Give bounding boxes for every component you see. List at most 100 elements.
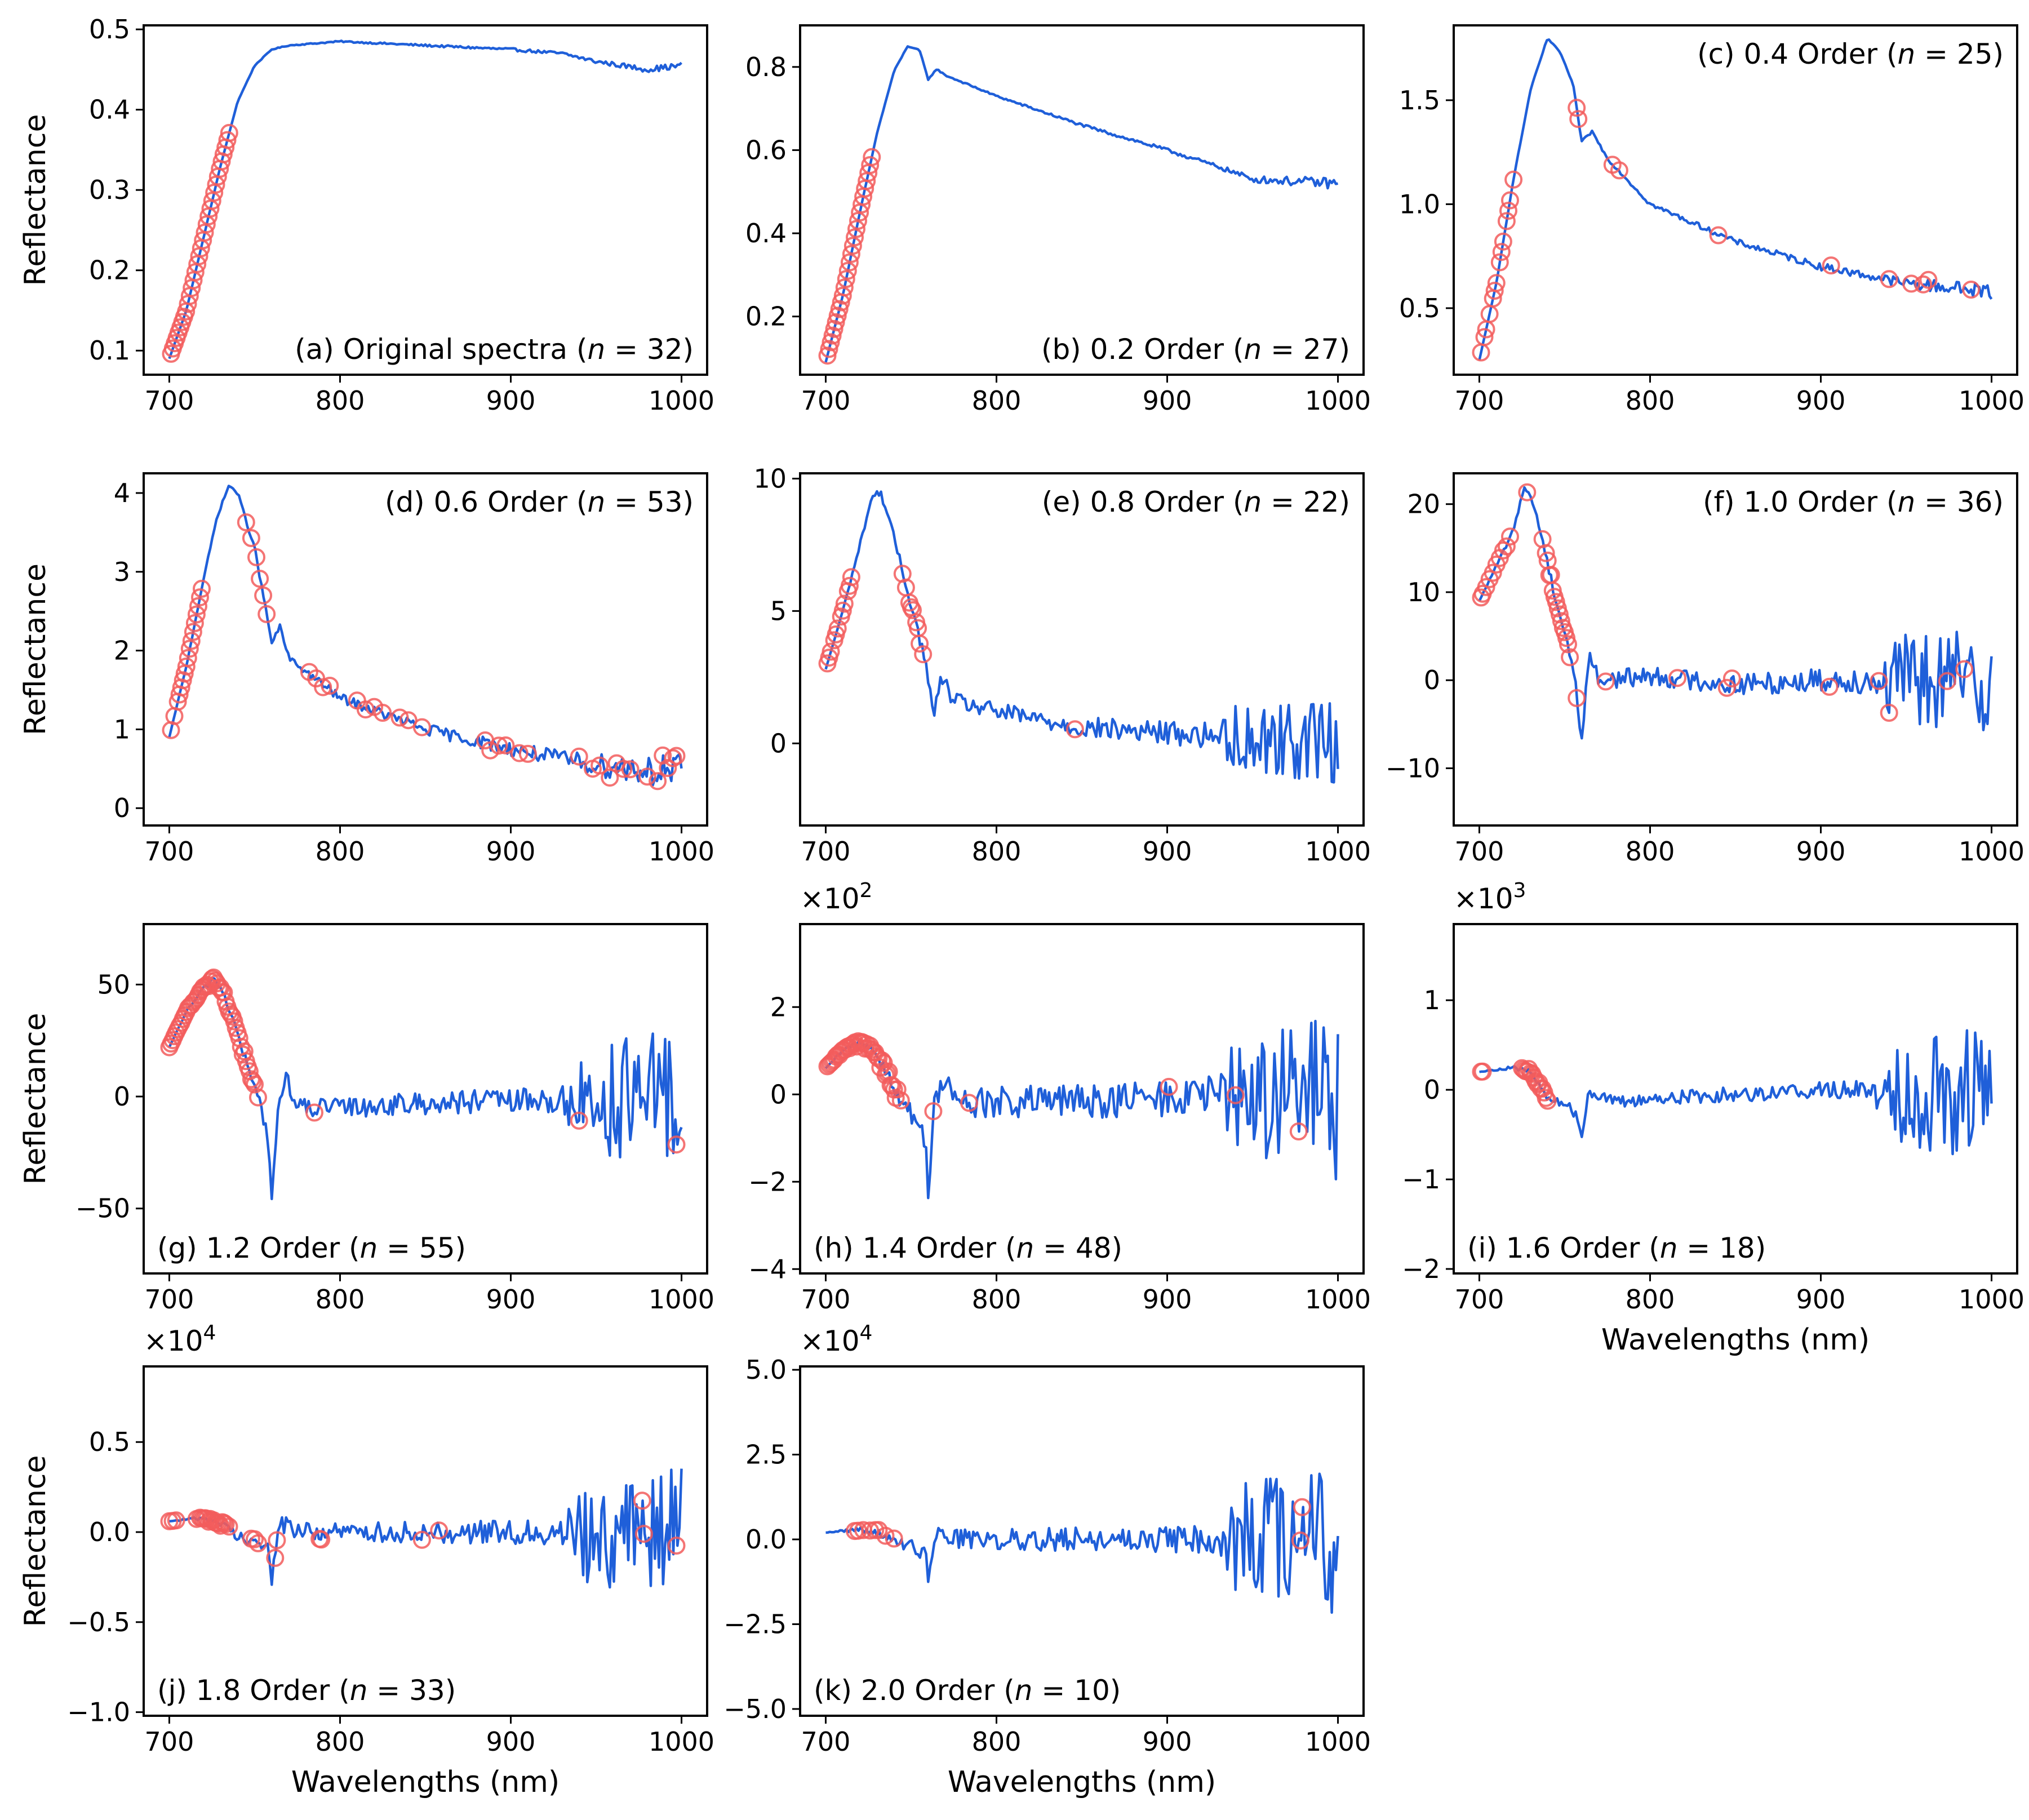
- x-tick-label: 800: [1626, 836, 1675, 867]
- selected-marker: [1870, 672, 1888, 690]
- selected-marker: [1962, 281, 1981, 299]
- x-tick-label: 900: [486, 1726, 536, 1757]
- selected-marker: [667, 747, 686, 765]
- selected-marker: [842, 245, 860, 263]
- selected-marker: [1497, 212, 1516, 230]
- selected-marker: [570, 747, 588, 766]
- selected-marker: [312, 1530, 331, 1549]
- selected-marker: [638, 767, 656, 786]
- selected-marker: [1561, 648, 1579, 667]
- panel-label: (j) 1.8 Order (n = 33): [157, 1674, 456, 1707]
- selected-marker: [237, 513, 255, 531]
- x-tick-label: 1000: [1305, 385, 1371, 416]
- y-tick-label: 0.8: [745, 52, 787, 82]
- y-multiplier: ×104: [144, 1321, 216, 1357]
- selected-marker: [225, 1012, 243, 1031]
- selected-marker: [1559, 635, 1577, 654]
- panel-i: 700 800 900 1000 −2 −1 0 1 ×103 (i) 1.6 Order (n …: [1402, 879, 2024, 1357]
- selected-marker: [356, 700, 375, 719]
- selected-marker: [1484, 563, 1502, 582]
- selected-marker: [1880, 270, 1898, 288]
- x-tick-label: 800: [316, 836, 365, 867]
- selected-marker: [827, 625, 845, 643]
- y-tick-label: 0.3: [89, 175, 130, 205]
- series-line: [825, 1472, 1339, 1614]
- selected-marker: [1475, 328, 1494, 347]
- selected-marker: [1160, 1077, 1178, 1096]
- selected-marker: [820, 340, 838, 358]
- y-tick-label: 5.0: [745, 1355, 787, 1385]
- selected-marker: [818, 347, 837, 365]
- y-tick-label: −2: [748, 1166, 787, 1197]
- x-tick-label: 1000: [1305, 1284, 1371, 1315]
- y-tick-label: 0: [114, 1081, 130, 1112]
- panel-label: (a) Original spectra (n = 32): [295, 333, 694, 366]
- x-axis-label: Wavelengths (nm): [1601, 1323, 1870, 1357]
- selected-marker: [1477, 320, 1495, 339]
- selected-marker: [220, 123, 238, 142]
- selected-marker: [1550, 605, 1569, 624]
- x-tick-label: 700: [1455, 836, 1504, 867]
- x-tick-label: 800: [972, 385, 1022, 416]
- x-axis-label: Wavelengths (nm): [291, 1765, 560, 1799]
- selected-marker: [822, 333, 840, 352]
- selected-marker: [243, 1072, 262, 1091]
- selected-marker: [601, 769, 619, 787]
- selected-marker: [216, 1515, 235, 1533]
- x-tick-label: 700: [1455, 1284, 1504, 1315]
- panel-h: 700 800 900 1000 −4 −2 0 2 ×102 (h) 1.4 Order (n …: [748, 879, 1371, 1315]
- selected-marker: [614, 760, 633, 778]
- axes-frame: [799, 1365, 1365, 1717]
- selected-marker: [1717, 678, 1736, 697]
- y-tick-label: 0.2: [89, 255, 130, 286]
- selected-marker: [1538, 1091, 1557, 1110]
- selected-marker: [1902, 274, 1921, 293]
- panel-c: 700 800 900 1000 0.5 1.0 1.5 (c) 0.4 Order (n =…: [1399, 24, 2024, 416]
- selected-marker: [633, 1491, 651, 1510]
- axes-frame: [1453, 24, 2018, 376]
- selected-marker: [830, 300, 849, 318]
- axes-frame: [1453, 923, 2018, 1275]
- y-tick-label: 2: [770, 992, 787, 1022]
- y-tick-label: 0.5: [1399, 293, 1440, 323]
- selected-marker: [846, 228, 864, 247]
- y-tick-label: 0.4: [745, 218, 787, 248]
- x-tick-label: 800: [316, 1284, 365, 1315]
- selected-marker: [1722, 669, 1741, 688]
- selected-marker: [1501, 527, 1519, 546]
- x-tick-label: 900: [486, 385, 536, 416]
- selected-marker: [667, 1135, 686, 1154]
- selected-marker: [246, 1530, 264, 1548]
- y-tick-label: 1.5: [1399, 85, 1440, 116]
- y-tick-label: 20: [1407, 489, 1440, 520]
- x-tick-label: 800: [972, 1726, 1022, 1757]
- series-line: [169, 1468, 683, 1589]
- x-tick-label: 1000: [1959, 1284, 2024, 1315]
- selected-marker: [182, 632, 201, 650]
- x-tick-label: 800: [1626, 1284, 1675, 1315]
- selected-marker: [902, 598, 920, 616]
- selected-marker: [833, 601, 852, 620]
- selected-marker: [840, 576, 859, 595]
- selected-marker: [828, 307, 847, 325]
- y-tick-label: 2.5: [745, 1440, 787, 1470]
- y-multiplier: ×102: [800, 879, 872, 915]
- selected-marker: [1473, 1062, 1492, 1081]
- selected-marker: [185, 614, 204, 632]
- y-tick-label: 10: [753, 463, 787, 494]
- panel-label: (g) 1.2 Order (n = 55): [157, 1232, 466, 1264]
- x-tick-label: 700: [801, 836, 851, 867]
- selected-marker: [251, 570, 269, 588]
- selected-marker: [1596, 672, 1615, 691]
- y-tick-label: −50: [76, 1193, 130, 1224]
- selected-marker: [246, 1075, 264, 1094]
- selected-marker: [1289, 1122, 1308, 1140]
- panel-label: (b) 0.2 Order (n = 27): [1041, 333, 1350, 366]
- y-tick-label: 2: [114, 636, 130, 666]
- panel-label: (c) 0.4 Order (n = 25): [1697, 38, 2004, 70]
- selected-marker: [570, 1111, 588, 1130]
- selected-marker: [823, 326, 842, 345]
- x-tick-label: 1000: [1959, 385, 2024, 416]
- selected-marker: [1880, 704, 1898, 722]
